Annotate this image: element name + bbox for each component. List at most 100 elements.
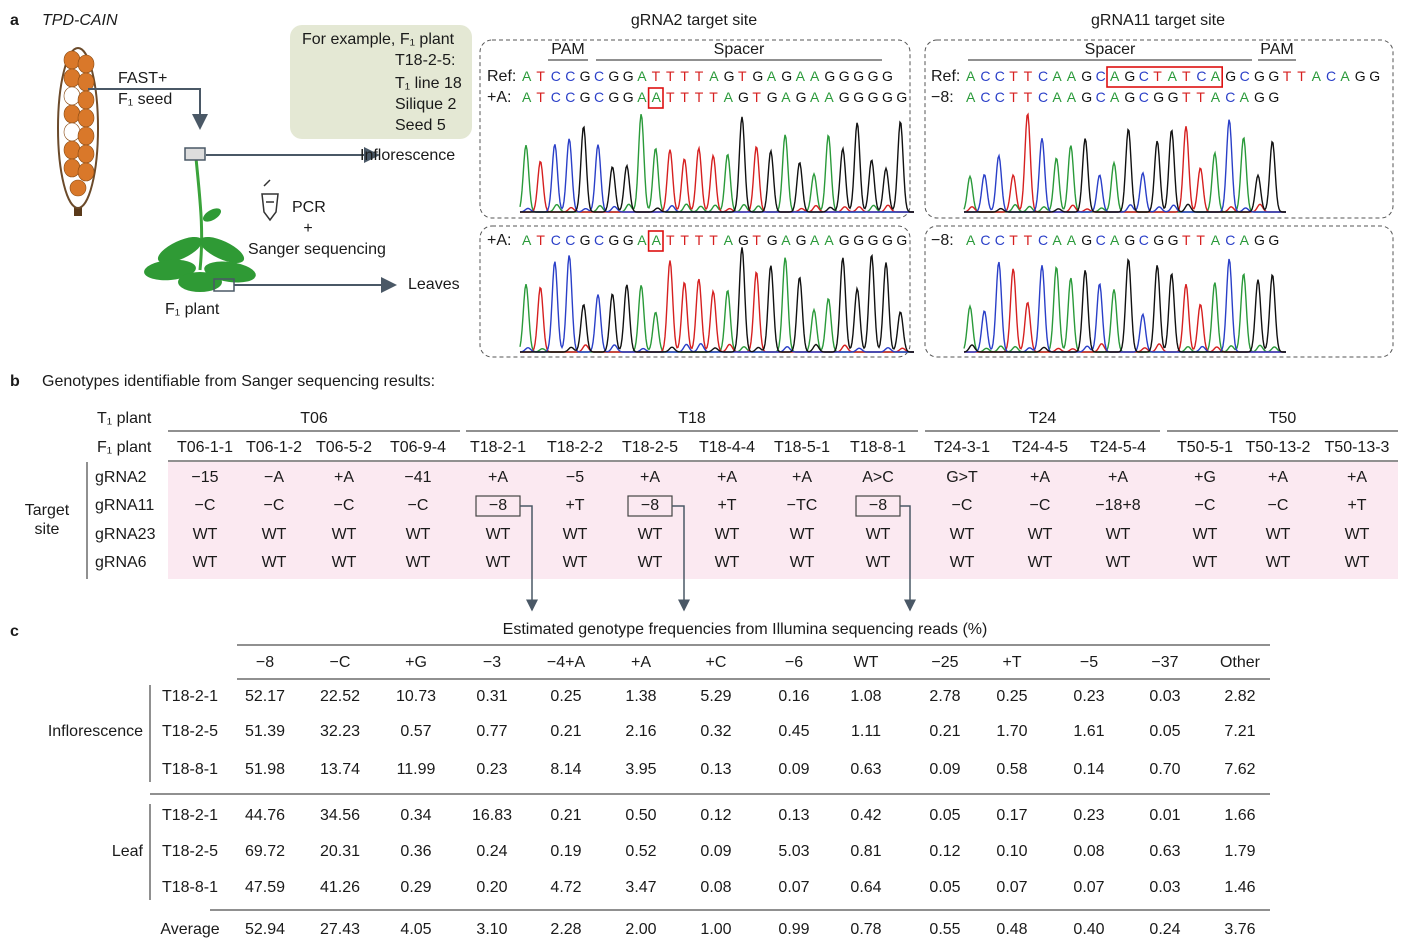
cell: WT xyxy=(638,554,663,571)
cell: 1.70 xyxy=(996,723,1027,740)
cell: 1.11 xyxy=(851,723,881,740)
cell: −C xyxy=(1268,497,1289,514)
cell: −5 xyxy=(566,469,584,486)
cell: WT xyxy=(1266,554,1291,571)
row-label: T18-2-5 xyxy=(162,843,218,860)
cell: 5.29 xyxy=(700,688,731,705)
column-header: −6 xyxy=(785,654,803,671)
cell: 0.24 xyxy=(1149,921,1180,938)
cell: 27.43 xyxy=(320,921,360,938)
plant xyxy=(143,148,257,292)
panel-title: TPD-CAIN xyxy=(42,12,118,29)
column-header: −37 xyxy=(1151,654,1178,671)
example-text: T₁ line 18 xyxy=(395,75,462,92)
sequence: ATCCGCGGAATTTTAGTGAGAAGGGGG xyxy=(522,89,907,105)
cell: 0.23 xyxy=(1073,807,1104,824)
cell: 47.59 xyxy=(245,879,285,896)
panel-label: a xyxy=(10,12,19,29)
site-title: gRNA2 target site xyxy=(631,12,757,29)
cell: 1.46 xyxy=(1224,879,1255,896)
cell: +A xyxy=(1030,469,1050,486)
cell: 0.24 xyxy=(476,843,507,860)
cell: 44.76 xyxy=(245,807,285,824)
group-header: T50 xyxy=(1269,410,1297,427)
pcr-tube xyxy=(262,180,278,220)
label: F₁ seed xyxy=(118,91,172,108)
example-text: Seed 5 xyxy=(395,117,446,134)
cell: +A xyxy=(640,469,660,486)
label: FAST+ xyxy=(118,70,167,87)
cell: WT xyxy=(1345,554,1370,571)
column-header: WT xyxy=(854,654,879,671)
cell: 2.00 xyxy=(625,921,656,938)
cell: 3.76 xyxy=(1224,921,1255,938)
cell: 52.17 xyxy=(245,688,285,705)
cell: 0.52 xyxy=(625,843,656,860)
cell: +A xyxy=(792,469,812,486)
cell: 0.21 xyxy=(929,723,960,740)
cell: 2.82 xyxy=(1224,688,1255,705)
cell: −C xyxy=(408,497,429,514)
cell: −C xyxy=(195,497,216,514)
cell: +T xyxy=(1347,497,1366,514)
seq-label: −8: xyxy=(931,89,954,106)
cell: +A xyxy=(1108,469,1128,486)
cell: 11.99 xyxy=(397,761,436,778)
cell: G>T xyxy=(946,469,978,486)
cell: WT xyxy=(790,526,815,543)
cell: 0.03 xyxy=(1149,879,1180,896)
cell: 0.13 xyxy=(778,807,809,824)
cell: 1.38 xyxy=(625,688,656,705)
column-header: T18-2-1 xyxy=(470,439,526,456)
column-header: T18-8-1 xyxy=(850,439,906,456)
sequence: ACCTTCAAGCAGCTATCAGCGGTTACAGG xyxy=(966,68,1380,84)
cell: WT xyxy=(262,526,287,543)
cell: 22.52 xyxy=(320,688,360,705)
cell: 0.78 xyxy=(850,921,881,938)
cell: 1.61 xyxy=(1073,723,1104,740)
label: F₁ plant xyxy=(165,301,220,318)
cell: 1.08 xyxy=(850,688,881,705)
column-header: −4+A xyxy=(547,654,586,671)
cell: WT xyxy=(950,554,975,571)
cell: 0.13 xyxy=(700,761,731,778)
seq-label: Ref: xyxy=(931,68,960,85)
cell: 51.98 xyxy=(245,761,285,778)
cell: 4.72 xyxy=(550,879,581,896)
cell: 0.10 xyxy=(996,843,1027,860)
cell: −C xyxy=(264,497,285,514)
seq-label: +A: xyxy=(487,232,511,249)
cell: −18+8 xyxy=(1095,497,1140,514)
column-header: T24-4-5 xyxy=(1012,439,1068,456)
cell: WT xyxy=(715,526,740,543)
cell: 0.01 xyxy=(1149,807,1180,824)
cell: WT xyxy=(406,526,431,543)
column-header: −5 xyxy=(1080,654,1098,671)
cell: WT xyxy=(1028,554,1053,571)
column-header: T24-3-1 xyxy=(934,439,990,456)
group-label: Inflorescence xyxy=(48,723,143,740)
example-text: For example, F₁ plant xyxy=(302,31,455,48)
column-header: T50-13-2 xyxy=(1246,439,1311,456)
cell: WT xyxy=(563,526,588,543)
cell: 51.39 xyxy=(245,723,285,740)
cell: 0.42 xyxy=(850,807,881,824)
cell: 0.09 xyxy=(929,761,960,778)
row-header: T₁ plant xyxy=(97,410,152,427)
cell: WT xyxy=(866,554,891,571)
cell: WT xyxy=(1345,526,1370,543)
row-label: gRNA23 xyxy=(95,526,156,543)
cell: 0.25 xyxy=(550,688,581,705)
cell: WT xyxy=(262,554,287,571)
row-label: gRNA11 xyxy=(95,497,154,514)
silique xyxy=(58,48,98,216)
row-header: F₁ plant xyxy=(97,439,152,456)
label: Spacer xyxy=(1085,41,1136,58)
cell: 0.12 xyxy=(929,843,960,860)
cell: −TC xyxy=(787,497,818,514)
cell: 0.99 xyxy=(778,921,809,938)
cell: +G xyxy=(1194,469,1216,486)
cell: 0.58 xyxy=(996,761,1027,778)
cell: 10.73 xyxy=(396,688,436,705)
cell: WT xyxy=(332,526,357,543)
